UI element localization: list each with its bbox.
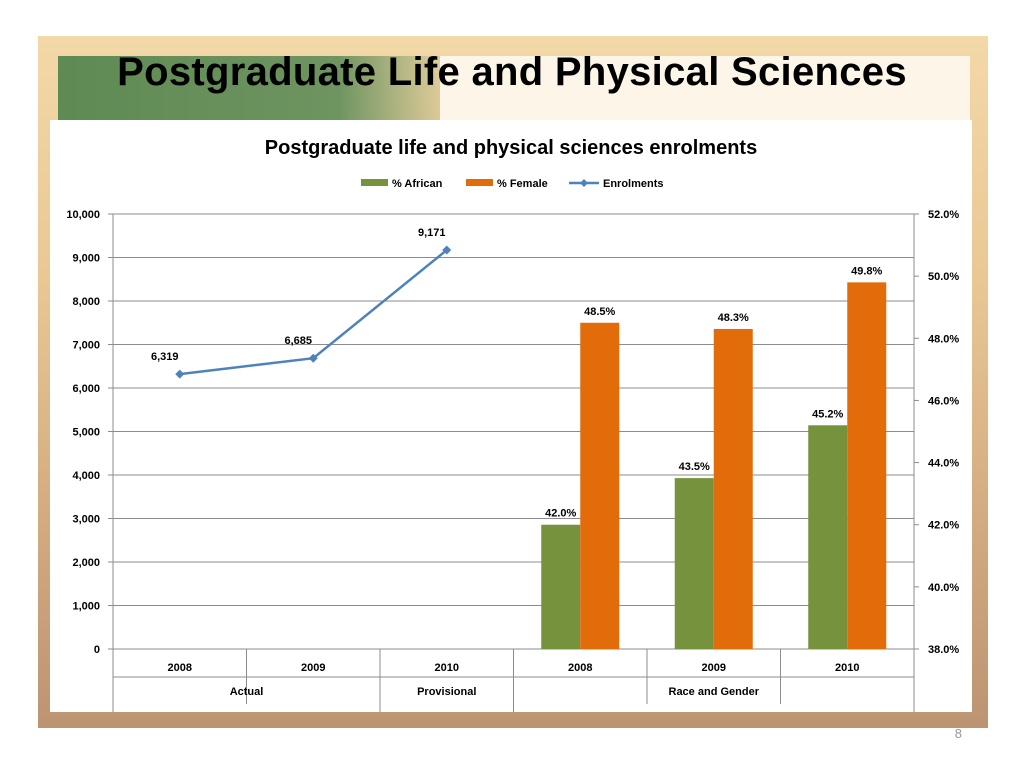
- bar-data-label: 48.5%: [584, 306, 615, 318]
- left-tick-label: 2,000: [72, 557, 100, 569]
- line-data-label: 9,171: [418, 227, 446, 239]
- bars: [541, 282, 887, 649]
- x-tick-label: 2009: [301, 662, 325, 674]
- right-tick-label: 46.0%: [928, 395, 959, 407]
- x-tick-label: 2010: [835, 662, 859, 674]
- legend-marker-enrolments: [580, 179, 588, 187]
- group-label: Race and Gender: [669, 686, 760, 698]
- group-label: Provisional: [417, 686, 476, 698]
- enrolments-point: [308, 353, 318, 363]
- x-tick-label: 2009: [702, 662, 726, 674]
- right-tick-label: 44.0%: [928, 458, 959, 470]
- bar-data-label: 49.8%: [851, 265, 882, 277]
- x-tick-label: 2008: [568, 662, 592, 674]
- bar-data-label: 43.5%: [679, 461, 710, 473]
- right-tick-label: 48.0%: [928, 333, 959, 345]
- left-tick-label: 5,000: [72, 427, 100, 439]
- page-number: 8: [954, 726, 962, 741]
- right-tick-label: 40.0%: [928, 582, 959, 594]
- legend: % African % Female Enrolments: [361, 178, 664, 190]
- slide-title: Postgraduate Life and Physical Sciences: [117, 50, 907, 94]
- bar-african: [808, 425, 848, 649]
- data-labels: 42.0% 48.5% 43.5% 48.3% 45.2% 49.8% 6,319 6,685…: [151, 227, 883, 520]
- left-tick-label: 1,000: [72, 601, 100, 613]
- enrolments-point: [175, 369, 185, 379]
- left-tick-label: 10,000: [66, 209, 100, 221]
- legend-swatch-female: [466, 179, 493, 186]
- right-tick-label: 38.0%: [928, 644, 959, 656]
- line-data-label: 6,319: [151, 351, 179, 363]
- gridlines: [113, 213, 914, 650]
- x-tick-label: 2010: [435, 662, 459, 674]
- legend-label: % African: [392, 178, 443, 190]
- left-tick-label: 3,000: [72, 514, 100, 526]
- title-banner: [58, 56, 458, 120]
- right-tick-label: 50.0%: [928, 271, 959, 283]
- chart: Postgraduate life and physical sciences …: [66, 137, 959, 732]
- left-tick-label: 7,000: [72, 340, 100, 352]
- axes: 0 1,000 2,000 3,000 4,000 5,000 6,000 7,000 8,00…: [66, 209, 959, 656]
- x-tick-label: 2008: [168, 662, 192, 674]
- bar-data-label: 45.2%: [812, 408, 843, 420]
- left-tick-label: 4,000: [72, 470, 100, 482]
- enrolments-point: [442, 245, 452, 255]
- line-data-label: 6,685: [284, 335, 312, 347]
- left-tick-label: 8,000: [72, 296, 100, 308]
- group-label: Actual: [230, 686, 264, 698]
- right-tick-label: 52.0%: [928, 209, 959, 221]
- left-tick-label: 0: [94, 644, 100, 656]
- bar-data-label: 42.0%: [545, 508, 576, 520]
- bar-female: [580, 322, 620, 649]
- bar-female: [847, 282, 887, 649]
- chart-panel: Postgraduate life and physical sciences …: [50, 120, 972, 732]
- x-axis-table: 2008 2009 2010 2008 2009 2010 Actual Provisiona…: [112, 649, 915, 732]
- right-tick-label: 42.0%: [928, 520, 959, 532]
- bar-african: [541, 524, 581, 649]
- bar-female: [713, 328, 753, 649]
- legend-label: Enrolments: [603, 178, 664, 190]
- legend-swatch-african: [361, 179, 388, 186]
- left-tick-label: 6,000: [72, 383, 100, 395]
- legend-label: % Female: [497, 178, 548, 190]
- title-banner-light: [440, 56, 970, 120]
- bar-data-label: 48.3%: [718, 312, 749, 324]
- chart-title: Postgraduate life and physical sciences …: [265, 137, 757, 159]
- left-tick-label: 9,000: [72, 253, 100, 265]
- enrolments-line: [175, 245, 452, 379]
- bar-african: [674, 478, 714, 649]
